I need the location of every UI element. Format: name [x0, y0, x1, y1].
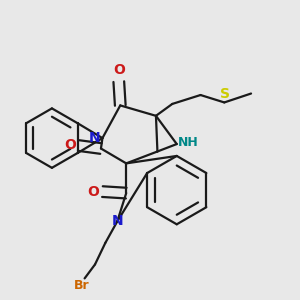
Text: O: O	[64, 138, 76, 152]
Text: Br: Br	[74, 279, 89, 292]
Text: N: N	[112, 214, 123, 228]
Text: N: N	[89, 131, 101, 145]
Text: NH: NH	[178, 136, 198, 149]
Text: S: S	[220, 86, 230, 100]
Text: O: O	[113, 63, 125, 77]
Text: O: O	[88, 184, 100, 199]
